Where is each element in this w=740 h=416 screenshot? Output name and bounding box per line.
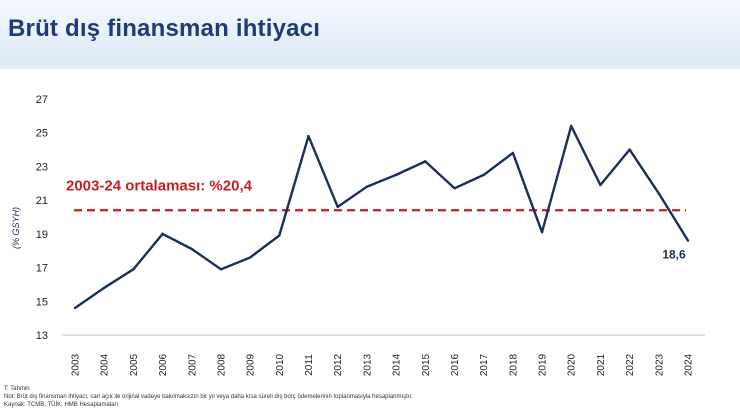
x-tick-label: 2015 [421,353,432,376]
x-tick-label: 2012 [333,353,344,376]
series-points [73,124,690,310]
x-tick-label: 2006 [158,353,169,376]
x-tick-label: 2024 [684,353,695,376]
data-point [219,268,223,271]
data-point [102,286,106,289]
y-tick-label: 19 [36,229,48,241]
data-point [599,183,602,187]
data-point [570,124,573,128]
x-tick-label: 2018 [508,353,519,376]
data-point [307,134,310,138]
x-tick-label: 2004 [100,353,111,376]
footnote-source: Kaynak: TCMB, TÜİK, HMB Hesaplamaları [4,402,119,408]
series-line [74,124,690,309]
last-point-label: 18,6 [662,248,686,262]
header-divider [0,66,740,69]
y-tick-label: 15 [36,296,48,308]
data-point [628,148,631,151]
x-tick-label: 2007 [187,353,198,376]
data-point [365,185,369,188]
data-point [482,173,485,177]
y-tick-label: 17 [36,263,48,275]
y-tick-label: 27 [36,94,48,106]
x-tick-label: 2016 [450,353,461,376]
data-point [132,268,135,271]
footnote-estimate: T: Tahmin [4,386,30,392]
x-tick-label: 2008 [216,353,227,376]
y-tick-label: 25 [36,128,48,140]
x-tick-label: 2003 [71,353,82,376]
x-tick-label: 2022 [625,353,636,376]
data-point [686,239,690,242]
x-tick-label: 2023 [654,353,665,376]
data-point [657,192,661,195]
data-point [278,234,281,237]
data-point [161,232,164,236]
y-tick-label: 23 [36,161,48,173]
x-tick-label: 2011 [304,354,315,376]
data-point [511,151,515,155]
data-point [394,173,398,177]
x-tick-label: 2013 [362,353,373,376]
data-point [336,205,339,209]
data-point [453,187,456,190]
average-label: 2003-24 ortalaması: %20,4 [66,177,253,194]
x-tick-label: 2020 [567,353,578,376]
x-tick-label: 2019 [538,353,549,376]
page-title: Brüt dış finansman ihtiyacı [8,15,321,42]
y-axis-ticks: 13 15 17 19 21 23 25 27 [36,94,48,342]
x-axis-ticks: 2003 2004 2005 2006 2007 2008 2009 2010 2011 2012… [71,353,695,376]
x-tick-label: 2021 [596,353,607,376]
y-tick-label: 21 [36,195,48,207]
x-tick-label: 2009 [246,353,257,376]
x-tick-label: 2005 [129,353,140,376]
y-tick-label: 13 [36,330,48,342]
data-point [73,306,77,310]
footnotes: T: Tahmin Not: Brüt dış finansman ihtiya… [4,385,736,409]
x-tick-label: 2010 [275,353,286,376]
data-point [540,230,544,234]
data-point [248,256,252,259]
data-point [190,247,193,251]
footnote-note: Not: Brüt dış finansman ihtiyacı, cari a… [4,394,413,400]
y-axis-label: (% GSYH) [11,207,21,249]
header-bar: Brüt dış finansman ihtiyacı [0,0,740,69]
x-tick-label: 2014 [392,353,403,376]
data-point [424,160,427,163]
x-tick-label: 2017 [479,353,490,376]
